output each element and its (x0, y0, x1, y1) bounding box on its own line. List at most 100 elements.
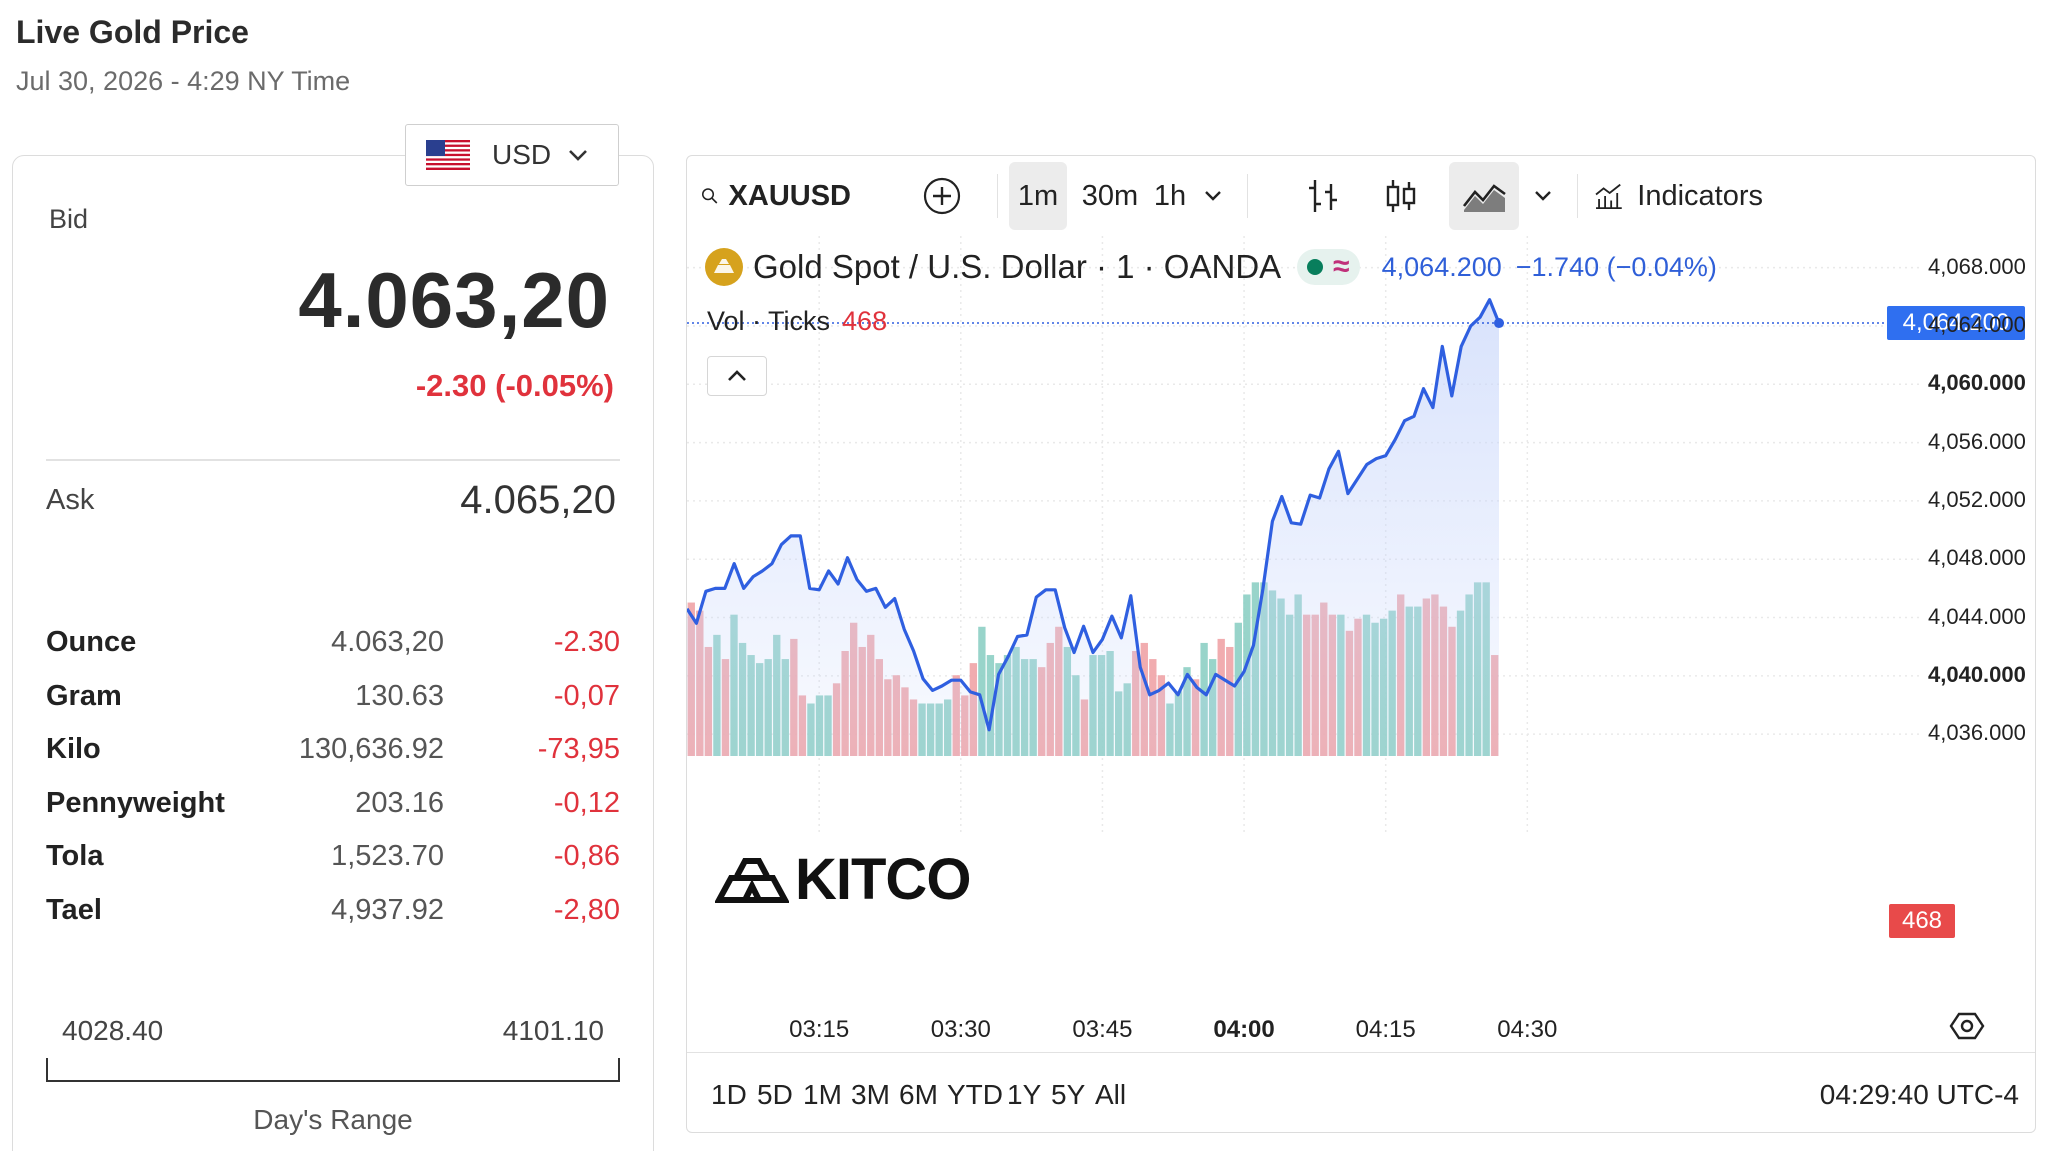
kitco-logo-icon (715, 857, 789, 903)
price-axis-label: 4,036.000 (1928, 720, 2026, 746)
price-axis-label: 4,060.000 (1928, 370, 2026, 396)
range-ytd[interactable]: YTD (947, 1079, 1003, 1110)
price-axis-label: 4,064.000 (1928, 311, 2026, 337)
kitco-logo-text: KITCO (795, 847, 971, 912)
range-1d[interactable]: 1D (711, 1079, 747, 1110)
volume-label: Vol · Ticks (707, 306, 831, 336)
interval-dropdown[interactable] (1195, 162, 1231, 230)
symbol-search[interactable]: XAUUSD (701, 162, 851, 230)
day-range-low: 4028.40 (62, 1015, 164, 1046)
price-axis-label: 4,044.000 (1928, 603, 2026, 629)
day-range-high: 4101.10 (502, 1015, 604, 1046)
instrument-name: Gold Spot / U.S. Dollar · 1 · OANDA (753, 248, 1282, 285)
chart-settings-icon[interactable] (1947, 1006, 1987, 1046)
currency-label: USD (492, 139, 552, 170)
volume-legend: Vol · Ticks 468 (707, 306, 887, 337)
time-axis-label: 04:30 (1497, 1016, 1558, 1043)
price-plot[interactable] (687, 236, 2036, 1052)
chevron-down-icon (1205, 191, 1221, 201)
market-status-pill[interactable]: ≈ (1297, 249, 1360, 285)
gold-bars-icon (705, 248, 743, 286)
us-flag-icon (426, 140, 470, 170)
unit-change: -2,80 (553, 893, 620, 926)
price-area (687, 299, 1499, 756)
toolbar-separator (997, 174, 998, 218)
legend-last: 4,064.200 (1381, 251, 1502, 282)
compare-button[interactable] (917, 162, 967, 230)
bid-change: -2.30 (-0.05%) (415, 368, 614, 403)
unit-table: Ounce 4.063,20 -2.30 Gram 130.63 -0,07 K… (46, 616, 622, 937)
unit-name: Tola (46, 840, 104, 873)
chart-type-dropdown[interactable] (1525, 162, 1561, 230)
price-axis-label: 4,056.000 (1928, 428, 2026, 454)
candle-chart-type-button[interactable] (1377, 162, 1425, 230)
ohlc-bars-icon (1309, 180, 1337, 212)
unit-value: 130,636.92 (298, 733, 444, 766)
currency-select[interactable]: USD (405, 124, 619, 186)
data-delay-icon: ≈ (1333, 250, 1350, 283)
kitco-watermark: KITCO (715, 846, 971, 913)
interval-1h[interactable]: 1h (1153, 179, 1187, 212)
ask-value: 4.065,20 (460, 478, 616, 522)
area-chart-type-button[interactable] (1449, 162, 1519, 230)
unit-row-gram: Gram 130.63 -0,07 (46, 670, 622, 724)
price-axis-label: 4,040.000 (1928, 661, 2026, 687)
price-card (12, 155, 654, 1151)
volume-bar (978, 626, 986, 756)
time-axis-label: 03:45 (1072, 1016, 1133, 1043)
plus-circle-icon (923, 177, 961, 215)
unit-change: -0,86 (553, 840, 620, 873)
market-open-dot-icon (1307, 259, 1324, 275)
volume-tag: 468 (1889, 904, 1955, 938)
unit-name: Kilo (46, 733, 101, 766)
range-5y[interactable]: 5Y (1051, 1079, 1086, 1110)
unit-row-tael: Tael 4,937.92 -2,80 (46, 884, 622, 938)
toolbar-separator (1247, 174, 1248, 218)
ask-label: Ask (46, 484, 95, 516)
unit-row-ounce: Ounce 4.063,20 -2.30 (46, 616, 622, 670)
price-axis-label: 4,052.000 (1928, 486, 2026, 512)
unit-change: -73,95 (537, 733, 620, 766)
chart-legend: Gold Spot / U.S. Dollar · 1 · OANDA ≈ 4,… (705, 248, 1717, 286)
interval-1m[interactable]: 1m (1009, 162, 1067, 230)
toolbar-separator (1577, 174, 1578, 218)
bid-value: 4.063,20 (298, 256, 610, 344)
price-axis-label: 4,048.000 (1928, 545, 2026, 571)
day-range-bar (46, 1058, 620, 1082)
bid-label: Bid (49, 204, 89, 234)
range-bar: 1D 5D 1M 3M 6M YTD 1Y 5Y All 04:29:40 UT… (687, 1052, 2035, 1132)
range-5d[interactable]: 5D (757, 1079, 793, 1110)
range-all[interactable]: All (1095, 1079, 1127, 1110)
unit-change: -0,07 (553, 679, 620, 712)
unit-name: Gram (46, 679, 122, 712)
unit-value: 1,523.70 (331, 840, 444, 873)
time-axis-label: 04:15 (1355, 1016, 1416, 1043)
range-6m[interactable]: 6M (899, 1079, 938, 1110)
unit-value: 130.63 (355, 679, 444, 712)
range-1m[interactable]: 1M (803, 1079, 842, 1110)
unit-change: -0,12 (553, 786, 620, 819)
chevron-down-icon (1535, 191, 1551, 201)
unit-value: 203.16 (355, 786, 444, 819)
range-1y[interactable]: 1Y (1007, 1079, 1042, 1110)
price-axis-label: 4,068.000 (1928, 253, 2026, 279)
volume-value: 468 (842, 306, 888, 336)
indicators-label: Indicators (1637, 179, 1763, 212)
collapse-legend-button[interactable] (707, 356, 767, 396)
range-3m[interactable]: 3M (851, 1079, 890, 1110)
volume-bar (986, 655, 995, 756)
unit-value: 4,937.92 (331, 893, 444, 926)
indicators-icon (1595, 183, 1622, 210)
chevron-up-icon (728, 370, 746, 381)
divider (46, 459, 620, 461)
unit-name: Pennyweight (46, 786, 225, 819)
last-price-tag: 4,064.200 (1887, 306, 2025, 341)
search-icon (701, 188, 718, 204)
interval-30m[interactable]: 30m (1081, 179, 1139, 212)
time-axis-label: 04:00 (1213, 1016, 1275, 1043)
unit-row-tola: Tola 1,523.70 -0,86 (46, 830, 622, 884)
last-price-dot (1494, 318, 1504, 329)
chart-toolbar: XAUUSD 1m 30m 1h Indicators (687, 156, 2035, 236)
bar-chart-type-button[interactable] (1299, 162, 1347, 230)
indicators-button[interactable]: Indicators (1593, 162, 1763, 230)
